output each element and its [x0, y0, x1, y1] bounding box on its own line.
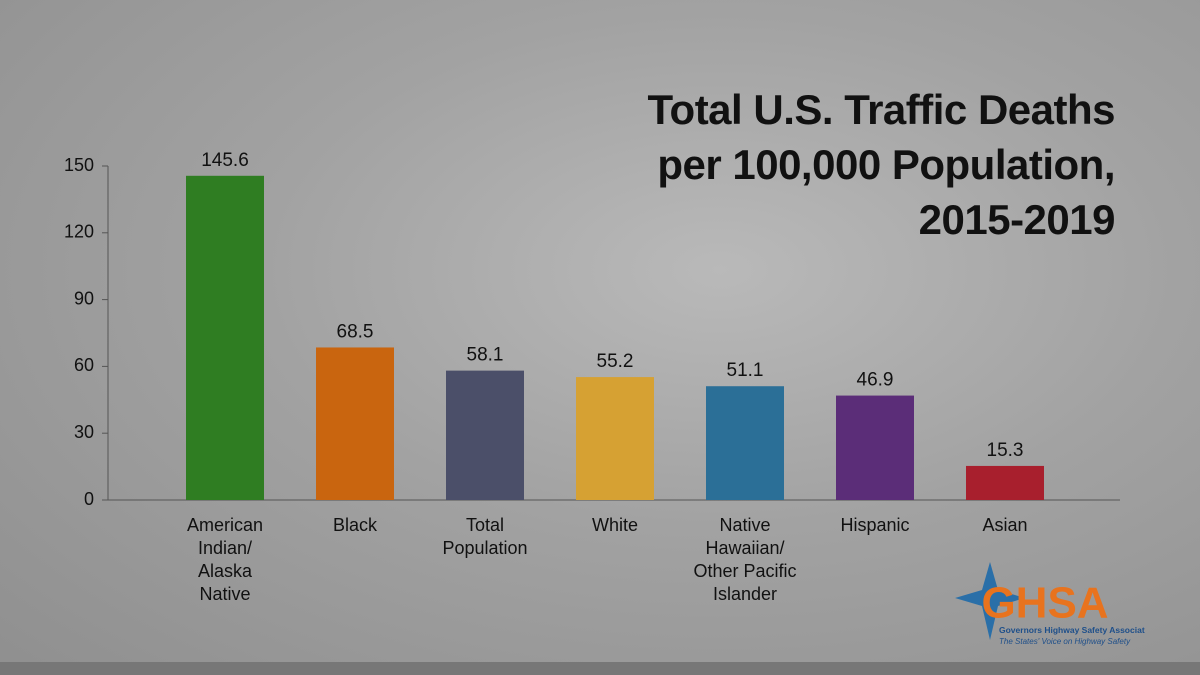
bar	[576, 377, 654, 500]
x-tick-label: Hispanic	[840, 515, 910, 535]
bar	[186, 175, 264, 500]
logo-name: GHSA	[981, 579, 1108, 628]
value-label: 55.2	[597, 351, 634, 372]
value-label: 51.1	[727, 360, 764, 381]
bottom-strip	[0, 662, 1200, 675]
y-tick-label: 30	[74, 422, 94, 442]
value-label: 58.1	[467, 345, 504, 366]
value-label: 46.9	[857, 370, 894, 391]
bar	[836, 395, 914, 500]
bar	[446, 370, 524, 500]
x-tick-label: Asian	[982, 515, 1028, 535]
logo: GHSA Governors Highway Safety Associatio…	[955, 562, 1145, 646]
x-tick-label: Black	[332, 515, 377, 535]
y-tick-label: 90	[74, 288, 94, 308]
y-tick-label: 60	[74, 355, 94, 375]
chart-title: Total U.S. Traffic Deaths per 100,000 Po…	[647, 86, 1116, 243]
logo-subtitle: Governors Highway Safety Association	[999, 625, 1145, 635]
logo-tagline: The States' Voice on Highway Safety	[999, 637, 1131, 646]
x-tick-label: White	[591, 515, 638, 535]
x-tick-label: Native Hawaiian/ Other Pacific Islander	[693, 515, 797, 604]
y-tick-label: 120	[64, 222, 94, 242]
value-label: 145.6	[201, 150, 249, 171]
x-tick-label: Total Population	[442, 515, 528, 558]
x-tick-label: American Indian/ Alaska Native	[186, 515, 264, 604]
logo-star	[955, 562, 1025, 640]
bar	[316, 347, 394, 500]
y-tick-label: 0	[84, 489, 94, 509]
bar	[966, 465, 1044, 500]
y-tick-label: 150	[64, 155, 94, 175]
value-label: 68.5	[337, 321, 374, 342]
value-label: 15.3	[987, 440, 1024, 461]
bar	[706, 386, 784, 500]
